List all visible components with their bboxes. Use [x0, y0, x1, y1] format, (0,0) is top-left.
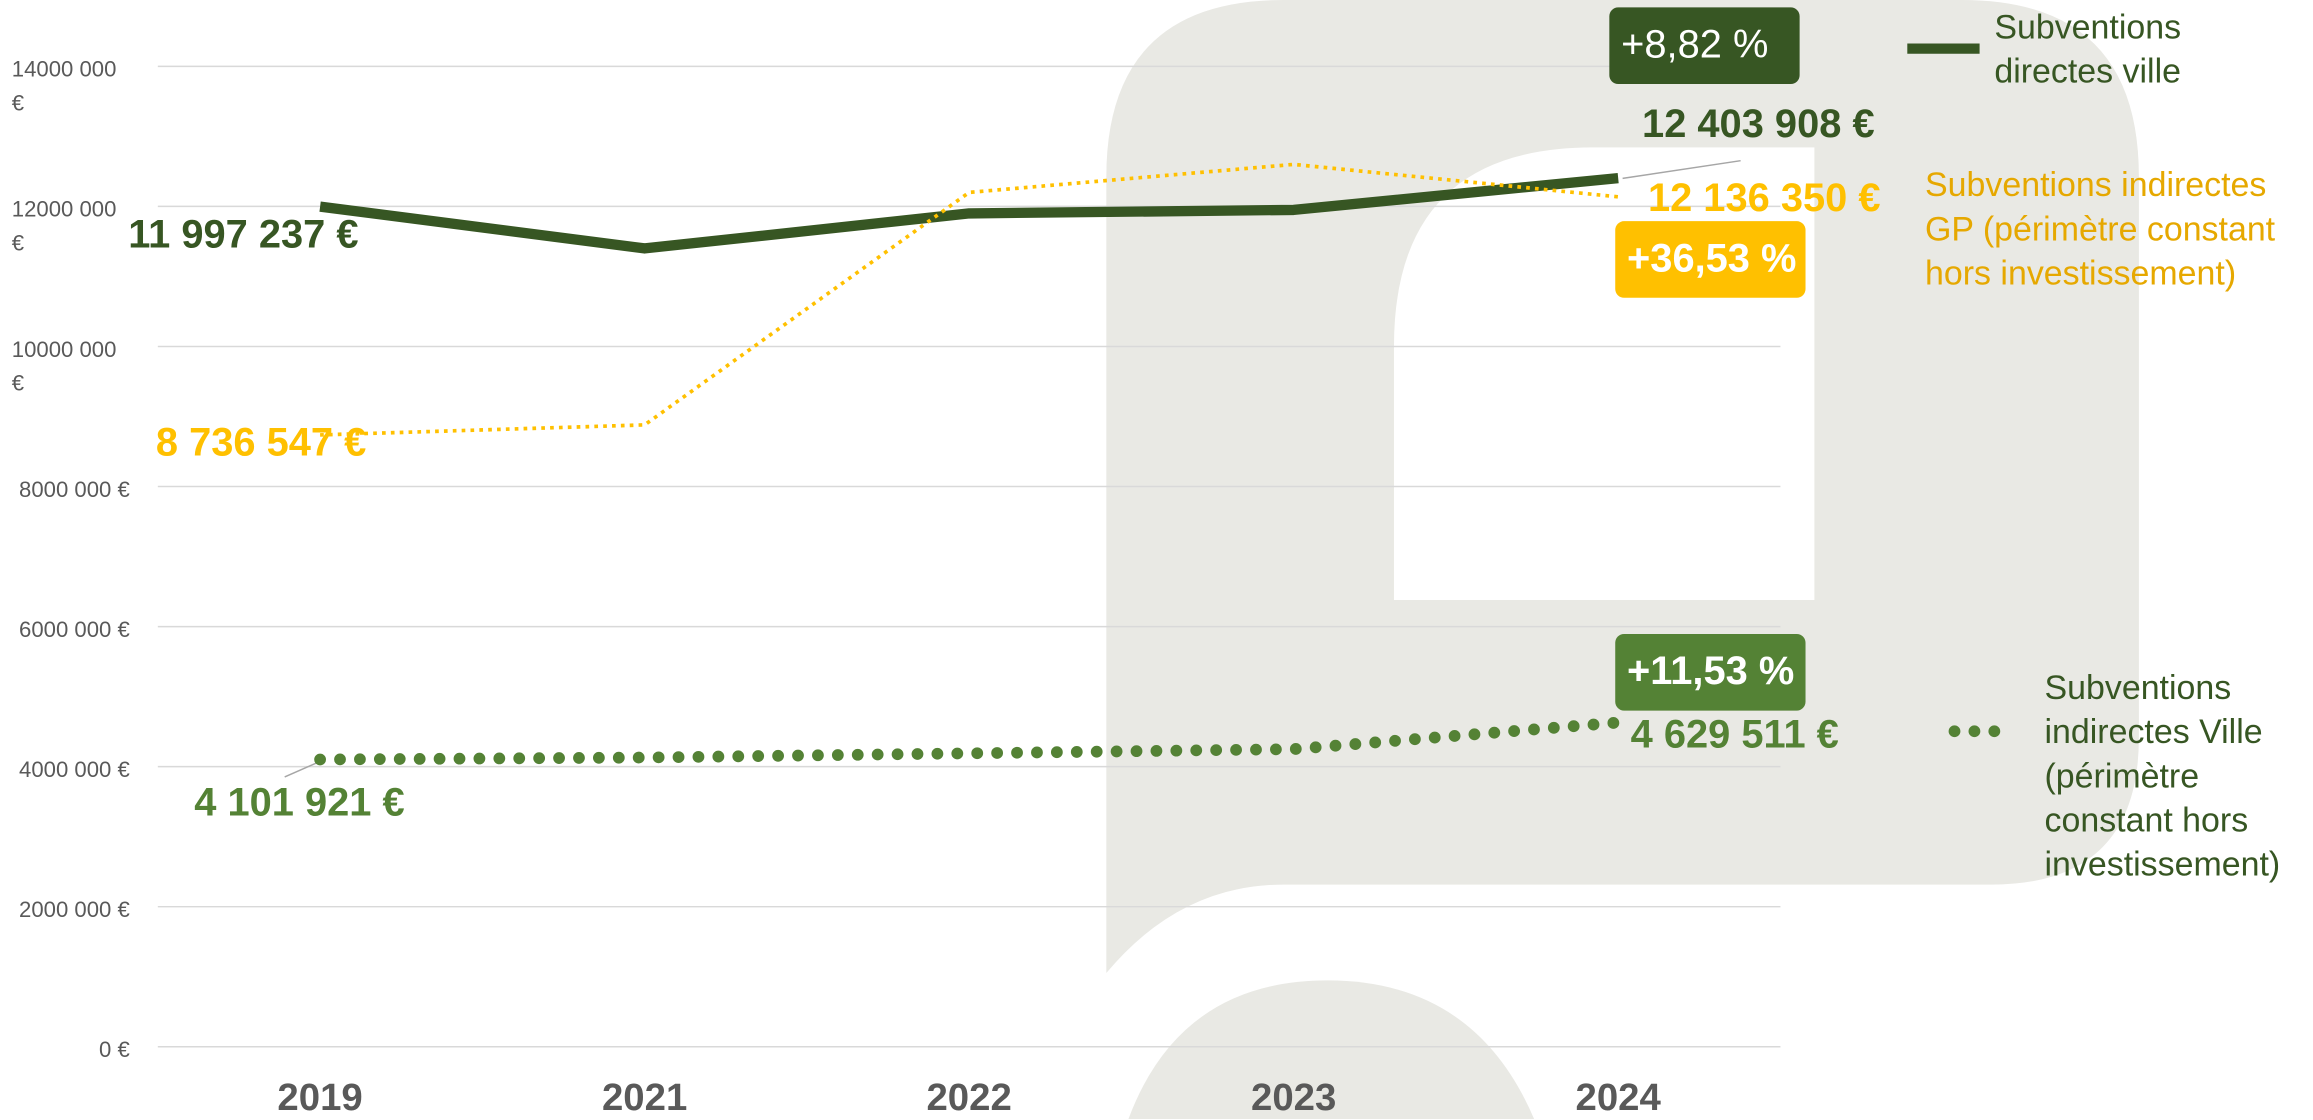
data-label: 4 101 921 €	[152, 780, 447, 826]
x-tick-label: 2024	[1530, 1075, 1707, 1120]
y-tick-label: 6000 000 €	[19, 613, 130, 647]
y-tick-label: 10000 000 €	[12, 333, 130, 401]
legend-label: Subventions directes ville	[1994, 4, 2245, 92]
x-tick-label: 2022	[881, 1075, 1058, 1120]
change-label: +8,82 %	[1621, 22, 1768, 68]
y-tick-label: 2000 000 €	[19, 893, 130, 927]
x-tick-label: 2021	[556, 1075, 733, 1120]
legend-label: Subventions indirectes GP (périmètre con…	[1925, 162, 2294, 295]
x-tick-label: 2023	[1205, 1075, 1382, 1120]
data-label: 11 997 237 €	[96, 212, 391, 258]
y-tick-label: 8000 000 €	[19, 473, 130, 507]
y-tick-label: 0 €	[99, 1033, 130, 1067]
change-label: +11,53 %	[1627, 649, 1794, 695]
data-label: 12 403 908 €	[1611, 102, 1906, 148]
legend-label: Subventions indirectes Ville (périmètre …	[2044, 665, 2310, 886]
data-label: 8 736 547 €	[114, 420, 409, 466]
chart: 0 € 2000 000 € 4000 000 € 6000 000 € 8000 00…	[0, 0, 2313, 1119]
x-tick-label: 2019	[232, 1075, 409, 1120]
data-label: 4 629 511 €	[1587, 712, 1882, 758]
y-tick-label: 4000 000 €	[19, 753, 130, 787]
data-label: 12 136 350 €	[1617, 175, 1912, 221]
y-tick-label: 14000 000 €	[12, 53, 130, 121]
change-label: +36,53 %	[1627, 236, 1796, 282]
